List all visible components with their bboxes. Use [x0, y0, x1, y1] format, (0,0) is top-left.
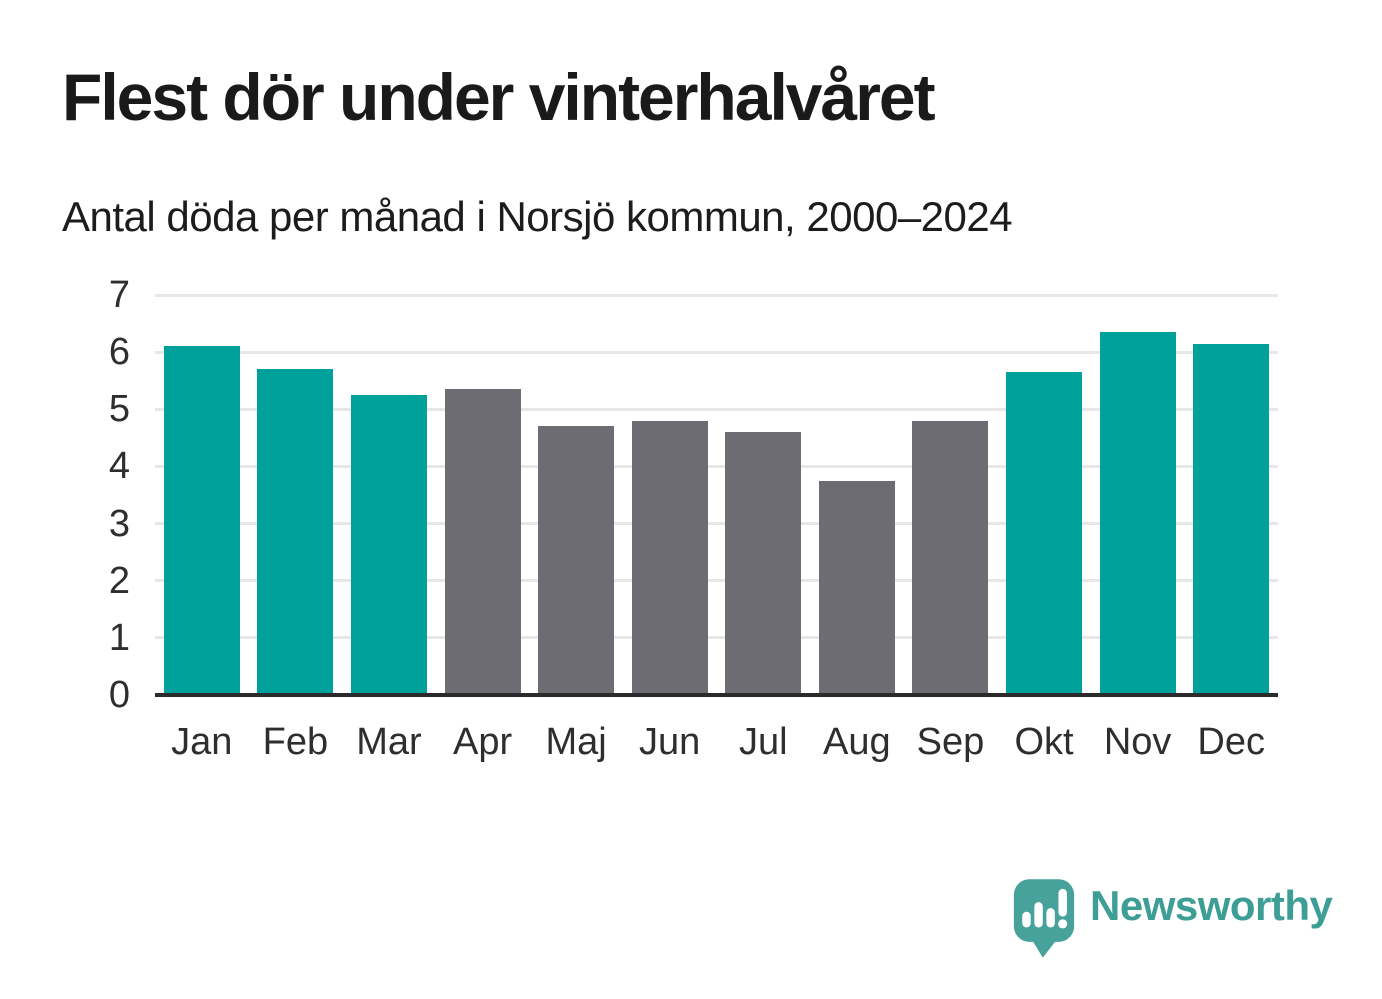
bar-aug: [818, 480, 895, 695]
x-axis-tick-label-feb: Feb: [262, 721, 329, 763]
x-axis-tick-label-aug: Aug: [823, 721, 891, 763]
newsworthy-wordmark: Newsworthy: [1090, 882, 1333, 929]
bar-mar: [350, 395, 427, 695]
bar-jul: [725, 432, 802, 695]
y-axis-tick-label: 0: [108, 674, 130, 716]
gridline-y7: [155, 293, 1278, 297]
y-axis-tick-label: 4: [108, 445, 130, 488]
gridline-y6: [155, 350, 1278, 354]
chart-subtitle: Antal döda per månad i Norsjö kommun, 20…: [62, 193, 1013, 240]
gridline-y5: [155, 407, 1278, 411]
y-axis-tick-label: 7: [108, 274, 130, 316]
x-axis-tick-label-mar: Mar: [356, 721, 422, 763]
bar-dec: [1193, 343, 1270, 695]
gridline-y1: [155, 636, 1278, 640]
x-axis-tick-label-okt: Okt: [1014, 721, 1074, 763]
y-axis-tick-label: 2: [108, 559, 130, 602]
bar-jan: [163, 346, 240, 695]
y-axis-tick-label: 5: [108, 388, 130, 431]
x-axis-tick-label-dec: Dec: [1197, 721, 1265, 763]
bar-maj: [538, 426, 615, 695]
gridline-y3: [155, 522, 1278, 526]
x-axis-tick-label-maj: Maj: [545, 721, 607, 763]
bar-feb: [257, 369, 334, 695]
x-axis-tick-label-jun: Jun: [639, 721, 701, 763]
bar-nov: [1099, 332, 1176, 695]
x-axis-line: [155, 693, 1278, 697]
x-axis-tick-label-sep: Sep: [916, 721, 985, 763]
x-axis-tick-label-jan: Jan: [171, 721, 233, 763]
bar-okt: [1006, 372, 1083, 695]
chart-title: Flest dör under vinterhalvåret: [62, 60, 936, 134]
y-axis-tick-label: 3: [108, 502, 130, 545]
gridline-y4: [155, 464, 1278, 468]
y-axis-tick-label: 6: [108, 331, 130, 374]
newsworthy-logo: Newsworthy: [1012, 878, 1333, 960]
newsworthy-speech-bubble-chart-icon: [1012, 878, 1076, 960]
bar-sep: [912, 420, 989, 695]
x-axis-tick-label-nov: Nov: [1103, 721, 1172, 763]
gridline-y2: [155, 579, 1278, 583]
x-axis-tick-label-apr: Apr: [452, 721, 513, 763]
x-axis-tick-label-jul: Jul: [739, 721, 788, 763]
bar-apr: [444, 389, 521, 695]
y-axis-tick-label: 1: [108, 616, 130, 659]
bar-jun: [631, 420, 708, 695]
